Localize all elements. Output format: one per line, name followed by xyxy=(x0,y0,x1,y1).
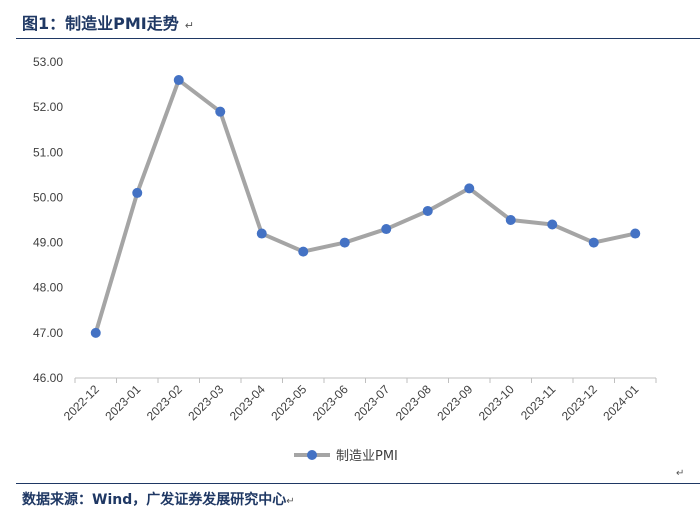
x-tick-label: 2023-06 xyxy=(310,382,351,423)
data-point xyxy=(630,228,641,239)
source-note: 数据来源：Wind，广发证券发展研究中心↵ xyxy=(22,489,295,509)
figure-title-text: 图1：制造业PMI走势 xyxy=(22,14,179,33)
data-point xyxy=(505,215,516,225)
data-point xyxy=(422,205,433,216)
data-point xyxy=(298,246,309,257)
y-tick-label: 51.00 xyxy=(33,145,63,159)
y-tick-label: 47.00 xyxy=(33,326,63,340)
legend-label: 制造业PMI xyxy=(336,449,398,464)
data-point xyxy=(464,183,475,194)
x-tick-label: 2023-07 xyxy=(351,382,392,423)
data-point xyxy=(215,106,226,117)
source-rule xyxy=(16,483,700,484)
x-tick-label: 2023-11 xyxy=(518,382,559,423)
figure-title: 图1：制造业PMI走势 ↵ xyxy=(22,10,194,34)
data-point xyxy=(547,219,558,230)
paragraph-mark: ↵ xyxy=(184,19,194,32)
y-tick-label: 52.00 xyxy=(33,100,63,114)
x-tick-label: 2024-01 xyxy=(600,382,641,423)
x-tick-label: 2023-03 xyxy=(185,382,226,423)
data-point xyxy=(132,187,143,198)
y-tick-label: 49.00 xyxy=(33,236,63,250)
data-point xyxy=(173,75,184,86)
x-tick-label: 2022-12 xyxy=(61,382,102,423)
paragraph-mark: ↵ xyxy=(286,496,295,507)
x-tick-label: 2023-01 xyxy=(102,382,143,423)
x-tick-label: 2023-04 xyxy=(227,382,268,423)
y-tick-label: 46.00 xyxy=(33,371,63,385)
series-line xyxy=(93,78,636,334)
x-tick-label: 2023-12 xyxy=(559,382,600,423)
y-tick-label: 50.00 xyxy=(33,190,63,204)
x-tick-label: 2023-10 xyxy=(476,382,517,423)
data-point xyxy=(588,237,599,248)
source-text: 数据来源：Wind，广发证券发展研究中心 xyxy=(22,492,287,508)
legend-marker xyxy=(307,450,317,460)
x-tick-label: 2023-08 xyxy=(393,382,434,423)
title-rule xyxy=(16,38,700,39)
paragraph-mark: ↵ xyxy=(676,468,685,479)
x-tick-label: 2023-02 xyxy=(144,382,185,423)
y-tick-label: 48.00 xyxy=(33,281,63,295)
data-point xyxy=(90,327,101,338)
data-point xyxy=(256,228,267,239)
x-tick-label: 2023-05 xyxy=(268,382,309,423)
y-tick-label: 53.00 xyxy=(33,55,63,69)
x-tick-label: 2023-09 xyxy=(434,382,475,423)
data-point xyxy=(381,224,392,235)
data-point xyxy=(339,237,350,248)
